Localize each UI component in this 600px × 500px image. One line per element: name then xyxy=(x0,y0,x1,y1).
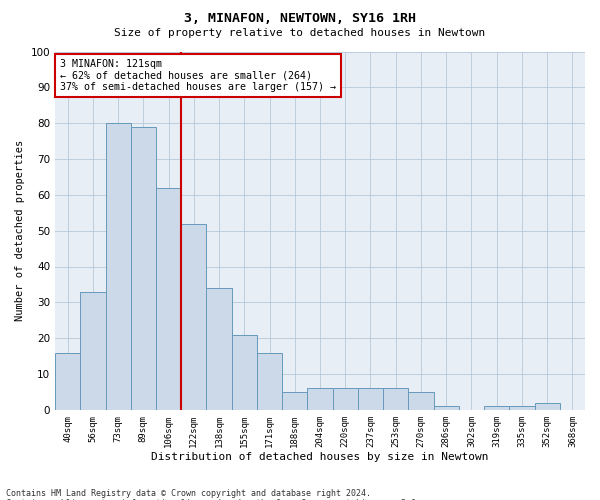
Bar xyxy=(509,406,535,410)
X-axis label: Distribution of detached houses by size in Newtown: Distribution of detached houses by size … xyxy=(151,452,489,462)
Bar xyxy=(131,126,156,410)
Y-axis label: Number of detached properties: Number of detached properties xyxy=(15,140,25,322)
Bar xyxy=(80,292,106,410)
Bar xyxy=(232,334,257,410)
Bar xyxy=(206,288,232,410)
Bar xyxy=(434,406,459,410)
Bar xyxy=(409,392,434,410)
Bar xyxy=(55,352,80,410)
Bar xyxy=(484,406,509,410)
Bar xyxy=(282,392,307,410)
Bar xyxy=(181,224,206,410)
Text: Size of property relative to detached houses in Newtown: Size of property relative to detached ho… xyxy=(115,28,485,38)
Bar xyxy=(106,123,131,410)
Text: Contains HM Land Registry data © Crown copyright and database right 2024.: Contains HM Land Registry data © Crown c… xyxy=(6,488,371,498)
Bar xyxy=(307,388,332,410)
Bar xyxy=(383,388,409,410)
Bar xyxy=(535,402,560,410)
Text: 3, MINAFON, NEWTOWN, SY16 1RH: 3, MINAFON, NEWTOWN, SY16 1RH xyxy=(184,12,416,26)
Bar xyxy=(332,388,358,410)
Text: 3 MINAFON: 121sqm
← 62% of detached houses are smaller (264)
37% of semi-detache: 3 MINAFON: 121sqm ← 62% of detached hous… xyxy=(61,58,337,92)
Bar xyxy=(257,352,282,410)
Text: Contains public sector information licensed under the Open Government Licence v3: Contains public sector information licen… xyxy=(6,498,421,500)
Bar xyxy=(358,388,383,410)
Bar xyxy=(156,188,181,410)
